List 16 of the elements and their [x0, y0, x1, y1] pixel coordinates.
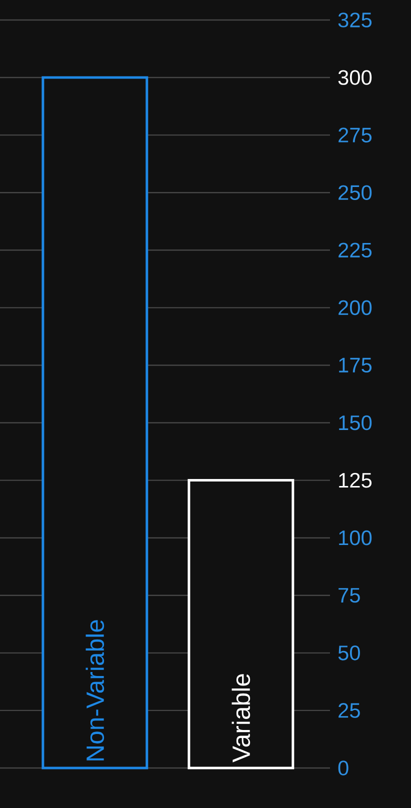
y-tick-label: 75 — [338, 588, 360, 603]
y-tick-label: 250 — [338, 185, 372, 200]
y-tick-label: 325 — [338, 12, 372, 28]
y-tick-label: 25 — [338, 703, 360, 718]
y-tick-label: 300 — [338, 70, 372, 85]
y-tick-label: 50 — [338, 646, 360, 660]
y-tick-label: 175 — [339, 358, 372, 373]
y-tick-label: 200 — [338, 300, 372, 316]
y-tick-label: 225 — [338, 242, 372, 258]
y-tick-label: 275 — [338, 128, 372, 142]
y-tick-label: 0 — [338, 760, 348, 776]
x-tick-label: Non-Variable — [86, 620, 104, 760]
y-tick-label: 100 — [339, 530, 372, 546]
x-tick-label: Variable — [232, 674, 250, 762]
y-tick-label: 125 — [339, 472, 372, 488]
y-tick-label: 150 — [339, 415, 372, 430]
